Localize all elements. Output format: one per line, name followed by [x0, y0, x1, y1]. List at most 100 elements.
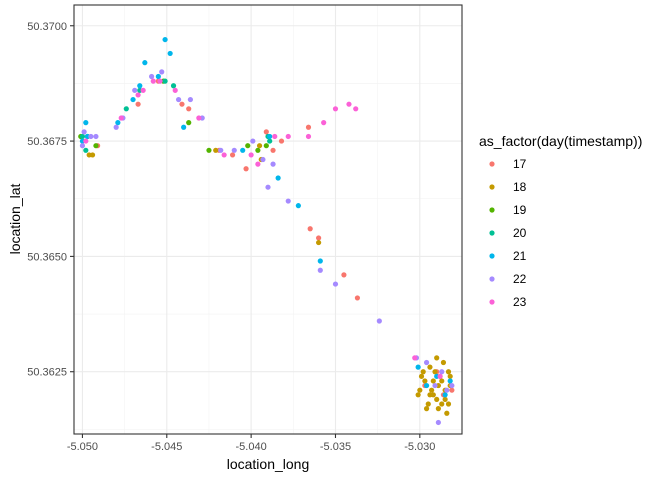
- x-tick-label: -5.045: [151, 441, 182, 453]
- major-gridlines: [74, 5, 462, 434]
- data-point-day-22: [332, 281, 339, 287]
- data-point-day-21: [83, 120, 89, 126]
- data-point-day-22: [79, 143, 86, 149]
- y-axis: 50.3625 50.3650 50.3675 50.3700: [27, 21, 74, 379]
- data-point-day-19: [263, 143, 269, 149]
- data-point-day-23: [221, 152, 227, 158]
- data-point-day-21: [130, 96, 136, 103]
- data-point-day-17: [243, 166, 249, 172]
- legend-label-18: 18: [513, 180, 527, 194]
- data-point-day-17: [229, 152, 236, 158]
- legend-label-23: 23: [513, 295, 527, 309]
- data-point-day-21: [415, 364, 421, 370]
- data-point-day-21: [295, 203, 301, 209]
- data-point-day-22: [88, 133, 94, 140]
- legend-key-23: [489, 299, 495, 305]
- data-point-day-17: [341, 272, 347, 278]
- data-point-day-19: [245, 143, 251, 149]
- data-point-day-18: [427, 392, 433, 398]
- data-point-day-21: [137, 83, 143, 89]
- data-point-day-22: [175, 96, 182, 103]
- data-point-day-18: [434, 396, 440, 403]
- legend-label-20: 20: [513, 226, 527, 240]
- data-point-day-22: [132, 87, 138, 93]
- data-point-day-23: [305, 133, 312, 140]
- data-point-day-19: [186, 120, 192, 126]
- data-point-day-22: [439, 369, 445, 375]
- legend-label-21: 21: [513, 249, 527, 263]
- data-point-day-17: [449, 387, 455, 393]
- data-point-day-20: [83, 147, 89, 153]
- data-point-day-23: [196, 115, 202, 121]
- data-point-day-21: [115, 120, 121, 126]
- legend-key-18: [489, 184, 495, 190]
- data-point-day-22: [444, 387, 450, 393]
- data-point-day-18: [256, 143, 263, 149]
- data-point-day-18: [425, 401, 431, 407]
- x-tick-label: -5.030: [404, 441, 435, 453]
- data-point-day-21: [142, 60, 148, 66]
- data-point-day-18: [427, 364, 433, 370]
- data-point-day-19: [206, 147, 212, 153]
- data-point-day-17: [270, 147, 276, 153]
- data-point-day-18: [445, 401, 452, 407]
- data-point-day-20: [267, 138, 273, 144]
- data-point-day-21: [423, 382, 430, 389]
- data-point-day-17: [307, 226, 313, 232]
- data-point-day-21: [181, 124, 187, 130]
- legend-key-19: [489, 207, 495, 213]
- data-point-day-21: [442, 392, 448, 398]
- data-point-day-22: [435, 419, 441, 426]
- data-point-day-18: [439, 401, 445, 407]
- data-point-day-22: [317, 267, 323, 273]
- data-point-day-18: [423, 406, 430, 412]
- data-point-day-17: [186, 106, 192, 112]
- legend-key-22: [489, 276, 495, 282]
- data-point-day-22: [218, 147, 224, 153]
- legend-label-19: 19: [513, 203, 527, 217]
- data-point-day-17: [305, 124, 312, 130]
- data-point-day-17: [354, 295, 361, 301]
- legend-label-17: 17: [513, 157, 527, 171]
- data-point-day-18: [418, 373, 425, 379]
- x-tick-label: -5.035: [320, 441, 351, 453]
- data-point-day-23: [255, 161, 261, 167]
- data-point-day-21: [155, 73, 161, 80]
- data-point-day-23: [412, 355, 418, 361]
- data-point-day-18: [439, 378, 445, 384]
- data-point-day-22: [159, 69, 165, 75]
- data-point-day-23: [140, 87, 146, 93]
- legend-key-17: [489, 161, 495, 167]
- data-point-day-18: [213, 147, 219, 153]
- data-point-day-18: [440, 359, 447, 366]
- data-point-day-21: [447, 378, 453, 384]
- data-point-day-18: [89, 152, 96, 158]
- data-point-day-23: [83, 138, 89, 144]
- x-axis: -5.050 -5.045 -5.040 -5.035 -5.030: [67, 434, 435, 453]
- legend-key-21: [489, 253, 495, 259]
- data-point-day-22: [270, 161, 276, 167]
- data-point-day-23: [118, 115, 124, 121]
- plot-border: [73, 4, 463, 435]
- data-point-day-21: [317, 258, 323, 264]
- y-axis-title: location_lat: [7, 183, 23, 254]
- legend: 17 18 19 20 21 22 23: [489, 157, 527, 309]
- plot-panel: [74, 5, 462, 434]
- data-point-day-22: [449, 382, 455, 389]
- data-point-day-22: [231, 147, 237, 153]
- data-point-day-17: [179, 101, 185, 107]
- data-point-day-17: [263, 129, 269, 135]
- data-point-day-23: [135, 92, 141, 98]
- data-point-day-22: [187, 96, 193, 103]
- data-point-day-20: [170, 83, 177, 89]
- data-point-day-22: [149, 73, 155, 80]
- data-point-day-18: [432, 369, 438, 375]
- y-tick-label: 50.3650: [27, 251, 67, 263]
- data-point-day-23: [172, 87, 178, 93]
- data-point-day-20: [123, 106, 129, 112]
- data-point-day-22: [285, 198, 291, 204]
- data-point-day-23: [321, 120, 327, 126]
- data-point-day-23: [157, 78, 163, 84]
- data-point-day-18: [442, 396, 448, 403]
